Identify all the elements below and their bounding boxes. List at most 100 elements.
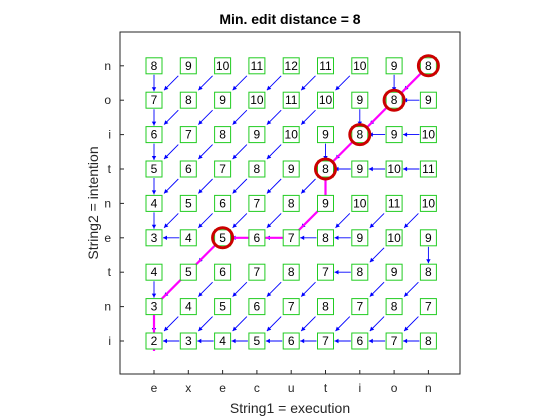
cell-box bbox=[317, 126, 334, 144]
cell-value: 10 bbox=[285, 128, 299, 142]
backtrace-arrow-head bbox=[266, 326, 272, 331]
backtrace-arrow-head bbox=[426, 259, 431, 264]
cell-value: 8 bbox=[425, 59, 432, 73]
cell-value: 6 bbox=[185, 162, 192, 176]
cell-box bbox=[282, 91, 300, 109]
y-tick-label: e bbox=[104, 231, 111, 245]
cell-value: 9 bbox=[254, 128, 261, 142]
cell-value: 10 bbox=[387, 162, 401, 176]
backtrace-arrow-head bbox=[232, 85, 237, 91]
x-axis-label: String1 = execution bbox=[230, 400, 350, 416]
backtrace-arrow-head bbox=[404, 326, 409, 331]
cell-value: 6 bbox=[151, 128, 158, 142]
cell-box bbox=[351, 298, 369, 316]
cell-value: 7 bbox=[254, 196, 261, 210]
cell-value: 9 bbox=[185, 59, 192, 73]
backtrace-arrow-head bbox=[151, 293, 157, 298]
backtrace-arrow-head bbox=[265, 338, 270, 344]
cell-box bbox=[419, 194, 437, 212]
cell-box bbox=[385, 332, 403, 350]
cell-value: 9 bbox=[425, 93, 432, 107]
cell-box bbox=[248, 194, 266, 212]
x-tick-label: t bbox=[324, 381, 328, 395]
cell-value: 8 bbox=[391, 93, 398, 107]
backtrace-arrow-head bbox=[300, 235, 305, 240]
cell-value: 11 bbox=[319, 59, 332, 73]
y-tick-label: n bbox=[104, 59, 111, 73]
backtrace-arrow-head bbox=[151, 87, 157, 92]
cell-box bbox=[145, 298, 163, 316]
cell-value: 7 bbox=[151, 93, 158, 107]
cell-box bbox=[282, 332, 300, 350]
backtrace-arrow-head bbox=[163, 235, 167, 240]
cell-value: 6 bbox=[288, 334, 295, 348]
cell-box bbox=[214, 298, 232, 316]
cell-value: 8 bbox=[254, 162, 261, 176]
cell-value: 9 bbox=[391, 59, 398, 73]
cell-value: 7 bbox=[288, 300, 295, 314]
backtrace-arrow-head bbox=[266, 292, 272, 297]
cell-value: 9 bbox=[322, 196, 329, 210]
cell-value: 10 bbox=[319, 93, 333, 107]
cell-box bbox=[214, 160, 232, 178]
backtrace-arrow-head bbox=[151, 224, 157, 229]
cell-value: 7 bbox=[288, 231, 295, 245]
cell-value: 8 bbox=[356, 128, 363, 142]
cell-value: 5 bbox=[151, 162, 158, 176]
cell-box bbox=[419, 298, 437, 316]
cell-value: 11 bbox=[251, 59, 264, 73]
cell-box bbox=[179, 194, 197, 212]
cell-value: 10 bbox=[216, 59, 230, 73]
cell-box bbox=[419, 126, 437, 144]
cell-box bbox=[385, 298, 403, 316]
backtrace-arrow-head bbox=[163, 338, 167, 344]
cell-box bbox=[385, 91, 403, 109]
backtrace-arrow-head bbox=[368, 166, 373, 172]
cell-box bbox=[351, 332, 369, 350]
cell-value: 6 bbox=[219, 196, 226, 210]
cell-box bbox=[282, 298, 300, 316]
backtrace-arrow-head bbox=[334, 235, 339, 240]
cell-box bbox=[282, 229, 300, 247]
x-tick-label: e bbox=[151, 381, 158, 395]
path-circles bbox=[211, 54, 440, 250]
backtrace-arrow-head bbox=[335, 326, 340, 331]
cell-box bbox=[385, 57, 403, 75]
cell-box bbox=[351, 160, 369, 178]
cell-value: 8 bbox=[425, 334, 432, 348]
backtrace-arrow-head bbox=[232, 189, 237, 194]
cell-box bbox=[317, 229, 334, 247]
cell-box bbox=[385, 126, 403, 144]
cell-box bbox=[248, 229, 266, 247]
backtrace-arrow-head bbox=[404, 292, 409, 297]
cell-box bbox=[282, 160, 300, 178]
y-tick-label: t bbox=[108, 162, 112, 176]
backtrace-arrow-head bbox=[164, 223, 169, 228]
cell-value: 11 bbox=[285, 93, 298, 107]
cell-value: 10 bbox=[422, 128, 436, 142]
cell-value: 8 bbox=[185, 93, 192, 107]
backtrace-arrow-head bbox=[369, 257, 375, 263]
backtrace-arrow-head bbox=[232, 292, 237, 297]
distance-cells: 2 3 4 5 6 7 6 7 8 3 4 5 6 7 8 7 8 7 4 5 6 7 8 7 8 9 8 3 4 5 6 7 8 9 10 9 4 5 6… bbox=[145, 57, 437, 350]
cell-value: 4 bbox=[185, 231, 192, 245]
backtrace-arrow-head bbox=[232, 223, 237, 228]
cell-box bbox=[248, 91, 266, 109]
cell-value: 9 bbox=[391, 265, 398, 279]
cell-box bbox=[179, 229, 197, 247]
cell-box bbox=[351, 194, 369, 212]
cell-box bbox=[419, 160, 437, 178]
backtrace-arrow-head bbox=[164, 189, 169, 194]
cell-value: 6 bbox=[254, 300, 261, 314]
backtrace-arrow-head bbox=[266, 223, 272, 228]
backtrace-arrow-head bbox=[266, 189, 272, 194]
cell-value: 8 bbox=[322, 162, 329, 176]
cell-value: 4 bbox=[185, 300, 192, 314]
cell-box bbox=[145, 126, 163, 144]
backtrace-arrow-head bbox=[404, 223, 409, 228]
cell-value: 5 bbox=[219, 231, 226, 245]
backtrace-arrow-head bbox=[334, 338, 339, 344]
cell-box bbox=[179, 91, 197, 109]
chart-title: Min. edit distance = 8 bbox=[219, 11, 360, 27]
backtrace-arrow-head bbox=[301, 85, 306, 91]
